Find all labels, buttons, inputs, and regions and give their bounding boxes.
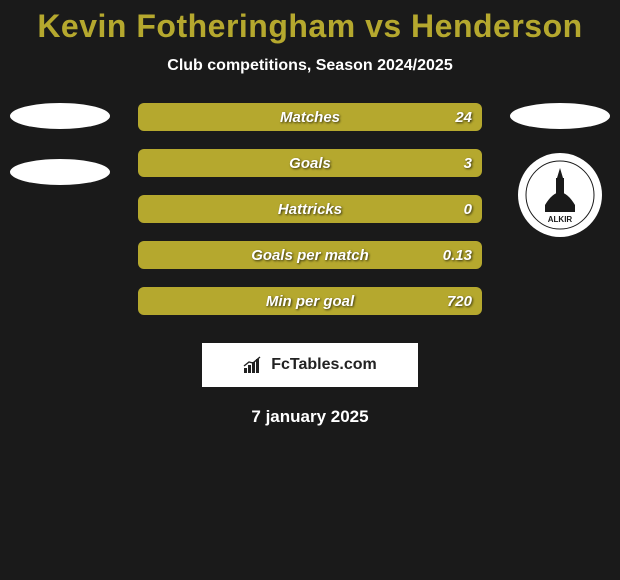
stat-bar-matches: Matches 24 (138, 103, 482, 131)
stat-bar-goals-per-match: Goals per match 0.13 (138, 241, 482, 269)
svg-text:ALKIR: ALKIR (548, 215, 573, 224)
stat-bar-min-per-goal: Min per goal 720 (138, 287, 482, 315)
stat-bars: Matches 24 Goals 3 Hattricks 0 Goals per… (138, 97, 482, 315)
date-label: 7 january 2025 (0, 407, 620, 427)
stat-value: 3 (464, 155, 472, 172)
stat-value: 720 (447, 293, 472, 310)
stat-value: 0 (464, 201, 472, 218)
stats-section: ALKIR Matches 24 Goals 3 Hattricks 0 Goa… (0, 97, 620, 317)
right-player-area: ALKIR (510, 103, 610, 237)
stat-label: Min per goal (266, 293, 354, 310)
stat-label: Hattricks (278, 201, 342, 218)
left-club-ellipse (10, 159, 110, 185)
brand-text: FcTables.com (271, 356, 377, 374)
right-club-logo: ALKIR (518, 153, 602, 237)
stat-value: 24 (455, 109, 472, 126)
left-player-area (10, 103, 110, 185)
subtitle: Club competitions, Season 2024/2025 (0, 57, 620, 75)
stat-bar-hattricks: Hattricks 0 (138, 195, 482, 223)
right-player-ellipse (510, 103, 610, 129)
stat-label: Goals (289, 155, 331, 172)
stat-label: Goals per match (251, 247, 369, 264)
page-title: Kevin Fotheringham vs Henderson (0, 8, 620, 45)
stat-bar-goals: Goals 3 (138, 149, 482, 177)
stat-value: 0.13 (443, 247, 472, 264)
left-player-ellipse (10, 103, 110, 129)
falkirk-logo-icon: ALKIR (525, 160, 595, 230)
stat-label: Matches (280, 109, 340, 126)
brand-box[interactable]: FcTables.com (202, 343, 418, 387)
comparison-card: Kevin Fotheringham vs Henderson Club com… (0, 0, 620, 427)
bar-chart-icon (243, 356, 265, 374)
